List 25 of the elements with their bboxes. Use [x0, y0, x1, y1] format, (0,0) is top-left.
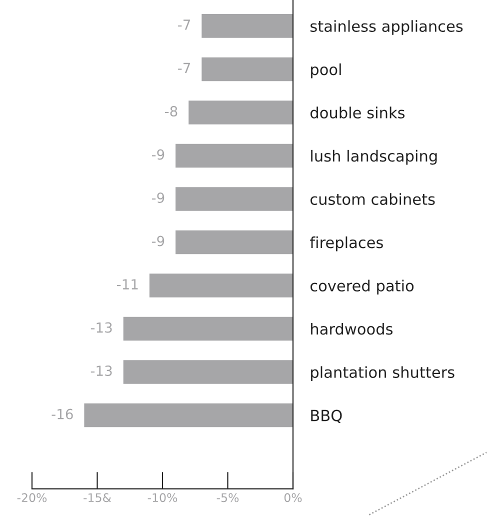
data-label: -11 — [117, 279, 138, 290]
x-tick-label: -10% — [148, 493, 178, 502]
data-label: -9 — [152, 236, 164, 246]
y-tick-label: covered patio — [310, 280, 414, 294]
data-label: -7 — [178, 62, 190, 74]
data-label: -13 — [90, 366, 112, 376]
data-label: -13 — [90, 322, 112, 333]
y-tick-label: BBQ — [311, 410, 342, 424]
data-label: -8 — [164, 106, 178, 116]
x-tick-label: -5% — [216, 493, 239, 502]
y-tick-label: plantation shutters — [311, 366, 454, 381]
data-label: -9 — [152, 192, 164, 204]
x-tick-label: -20% — [17, 493, 47, 502]
x-tick-label: 0% — [284, 493, 302, 502]
y-tick-label: double sinks — [310, 106, 405, 118]
y-tick-label: lush landscaping — [311, 150, 437, 165]
data-label: -9 — [152, 149, 164, 160]
x-tick-label: -15& — [84, 493, 112, 502]
data-label: -16 — [52, 408, 73, 420]
y-tick-label: hardwoods — [311, 322, 393, 335]
data-label: -7 — [178, 20, 190, 30]
y-tick-label: custom cabinets — [310, 193, 435, 205]
y-tick-label: stainless appliances — [310, 20, 463, 35]
y-tick-label: fireplaces — [310, 236, 383, 252]
y-tick-label: pool — [311, 63, 341, 78]
